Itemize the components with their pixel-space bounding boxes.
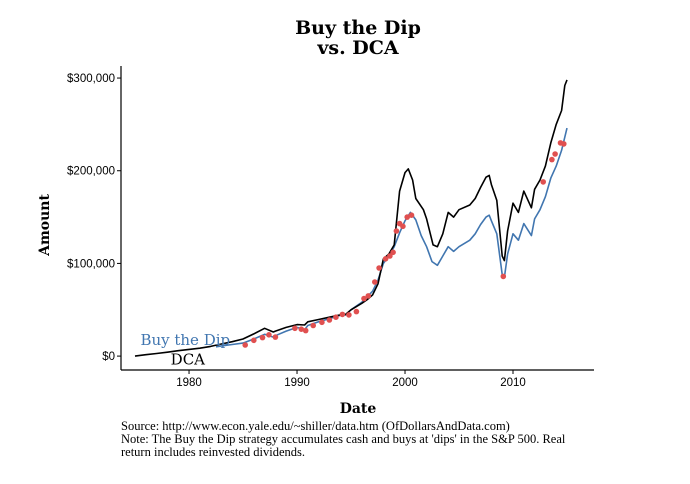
caption-source: Source: http://www.econ.yale.edu/~shille…: [121, 419, 510, 433]
dip-point: [393, 228, 400, 234]
chart-title-line1: Buy the Dip: [295, 17, 421, 39]
y-tick-label: $100,000: [67, 258, 115, 270]
x-tick-label: 1980: [176, 377, 202, 389]
dip-point: [339, 311, 346, 318]
caption: Source: http://www.econ.yale.edu/~shille…: [121, 420, 591, 459]
dip-point: [549, 156, 555, 163]
dip-point: [292, 325, 298, 332]
series-line-dca: [134, 79, 568, 357]
dip-point: [382, 255, 389, 262]
dip-point: [404, 214, 411, 220]
x-tick-label: 1990: [284, 377, 310, 389]
dip-point: [408, 212, 415, 218]
dip-points-layer: [242, 140, 567, 348]
dip-point: [361, 295, 367, 302]
dip-point: [365, 293, 372, 299]
chart-title-line2: vs. DCA: [316, 37, 399, 59]
dip-point: [400, 223, 406, 230]
y-tick-label: $200,000: [67, 166, 115, 178]
caption-note: Note: The Buy the Dip strategy accumulat…: [121, 432, 566, 459]
dip-point: [319, 319, 325, 326]
dip-point: [353, 308, 360, 315]
dip-point: [326, 317, 333, 323]
dip-point: [266, 332, 272, 338]
series-line-buy-the-dip: [215, 127, 568, 348]
annotation-label: DCA: [171, 350, 206, 368]
dip-point: [310, 322, 317, 329]
x-tick-label: 2000: [392, 377, 418, 389]
dip-point: [346, 312, 352, 318]
dip-point: [500, 273, 507, 280]
dip-point: [302, 327, 309, 334]
annotation-label: Buy the Dip: [140, 331, 230, 349]
dip-point: [552, 151, 558, 157]
axes: $0 $100,000 $200,000 $300,000 1980 1990 2000 20…: [67, 66, 594, 389]
chart-svg: Buy the Dip vs. DCA Date Amount $0 $100,0…: [37, 17, 594, 417]
dip-point: [387, 253, 393, 259]
dip-point: [259, 334, 266, 341]
dip-point: [251, 337, 257, 344]
dip-point: [372, 279, 378, 285]
y-axis-title: Amount: [37, 194, 53, 257]
dip-point: [272, 334, 279, 340]
x-axis-title: Date: [340, 401, 377, 417]
dip-point: [561, 141, 567, 147]
dip-point: [242, 342, 248, 348]
y-tick-label: $300,000: [67, 73, 115, 85]
dip-point: [333, 314, 339, 321]
dip-point: [540, 179, 546, 185]
y-tick-label: $0: [102, 351, 115, 363]
dip-point: [298, 326, 305, 333]
dip-point: [390, 249, 396, 256]
dip-point: [376, 265, 382, 271]
x-tick-label: 2010: [500, 377, 526, 389]
